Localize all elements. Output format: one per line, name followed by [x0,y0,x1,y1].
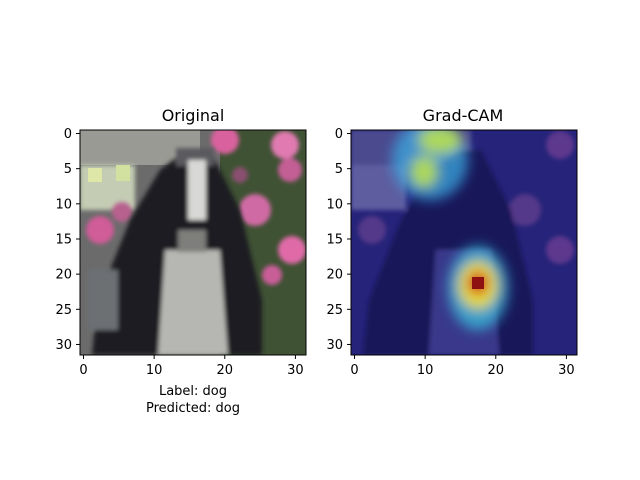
original-panel: Original [79,106,307,356]
original-image [80,130,306,355]
gradcam-image [351,130,577,355]
original-title: Original [162,106,225,125]
y-tick-label: 5 [64,162,72,177]
y-tick-label: 15 [55,232,72,247]
y-tick-label: 25 [326,303,343,318]
axes-layer: 0 10 20 30 0 5 10 15 20 25 30 0 10 20 30 0 5 10 15 20 25 30 [55,127,574,378]
y-tick-label: 20 [55,268,72,283]
x-tick-label: 0 [350,363,358,378]
x-tick-label: 30 [287,363,304,378]
y-tick-label: 10 [55,197,72,212]
original-frame [79,129,307,356]
y-tick-label: 0 [335,127,343,142]
y-tick-label: 30 [55,338,72,353]
y-tick-label: 20 [326,268,343,283]
gradcam-frame [350,129,578,356]
heatmap-peak [472,277,484,289]
dog-silhouette [88,148,262,355]
y-tick-label: 0 [64,127,72,142]
gradcam-panel: Grad-CAM [350,106,578,356]
caption-label: Label: dog [159,384,227,399]
flower-cluster [86,130,306,285]
x-tick-label: 30 [558,363,575,378]
y-tick-label: 10 [326,197,343,212]
y-tick-label: 30 [326,338,343,353]
y-tick-label: 15 [326,232,343,247]
y-tick-label: 25 [55,303,72,318]
x-tick-label: 20 [488,363,505,378]
caption-predicted: Predicted: dog [146,401,240,416]
gradcam-title: Grad-CAM [423,106,504,125]
x-tick-label: 10 [146,363,163,378]
y-tick-label: 5 [335,162,343,177]
x-tick-label: 10 [417,363,434,378]
x-tick-label: 20 [217,363,234,378]
x-tick-label: 0 [79,363,87,378]
